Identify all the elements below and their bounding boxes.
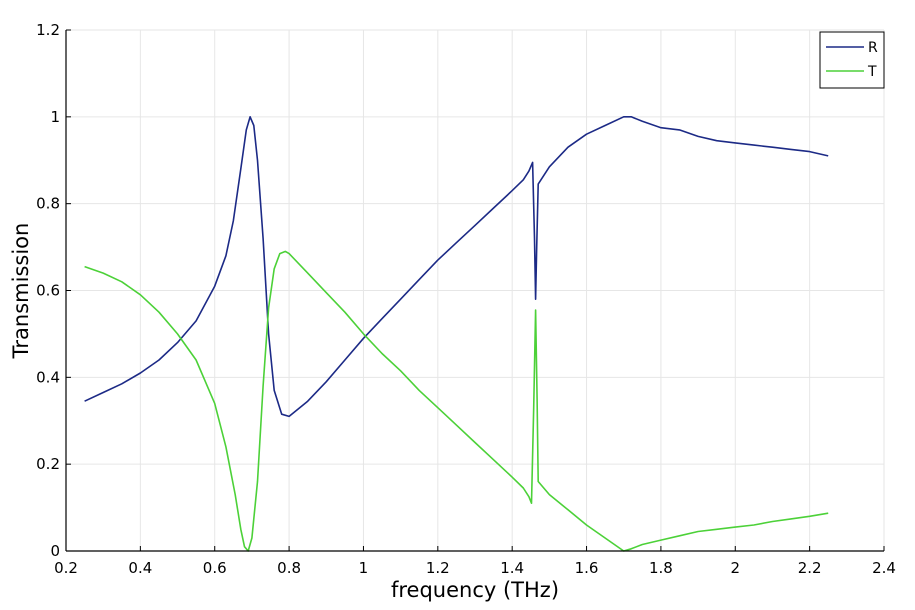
x-tick-label: 0.8 bbox=[277, 559, 301, 577]
x-tick-label: 1.4 bbox=[500, 559, 524, 577]
x-tick-label: 2.4 bbox=[872, 559, 896, 577]
y-tick-label: 0.6 bbox=[36, 282, 60, 300]
y-axis-title: Transmission bbox=[9, 223, 33, 360]
tick-labels: 0.2 0.4 0.6 0.8 1 1.2 1.4 1.6 1.8 2 2.2 2.400.20.40… bbox=[36, 21, 896, 577]
x-tick-label: 1 bbox=[359, 559, 369, 577]
axes bbox=[65, 29, 885, 552]
series-layer bbox=[84, 116, 829, 552]
legend: RT bbox=[819, 31, 885, 89]
x-tick-label: 2 bbox=[730, 559, 740, 577]
series-line-r bbox=[84, 116, 829, 418]
legend-label-r: R bbox=[868, 40, 878, 56]
x-tick-label: 2.2 bbox=[798, 559, 822, 577]
legend-box bbox=[819, 31, 885, 89]
legend-label-t: T bbox=[867, 64, 877, 80]
series-line-t bbox=[84, 250, 829, 552]
x-tick-label: 0.2 bbox=[54, 559, 78, 577]
y-tick-label: 1.2 bbox=[36, 21, 60, 39]
y-tick-label: 0.2 bbox=[36, 455, 60, 473]
x-tick-label: 1.8 bbox=[649, 559, 673, 577]
x-axis-title: frequency (THz) bbox=[391, 578, 559, 602]
y-tick-label: 0 bbox=[50, 542, 60, 560]
x-tick-label: 1.6 bbox=[575, 559, 599, 577]
y-tick-label: 0.4 bbox=[36, 368, 60, 386]
x-tick-label: 0.6 bbox=[203, 559, 227, 577]
x-tick-label: 0.4 bbox=[128, 559, 152, 577]
x-tick-label: 1.2 bbox=[426, 559, 450, 577]
y-tick-label: 1 bbox=[50, 108, 60, 126]
y-tick-label: 0.8 bbox=[36, 195, 60, 213]
